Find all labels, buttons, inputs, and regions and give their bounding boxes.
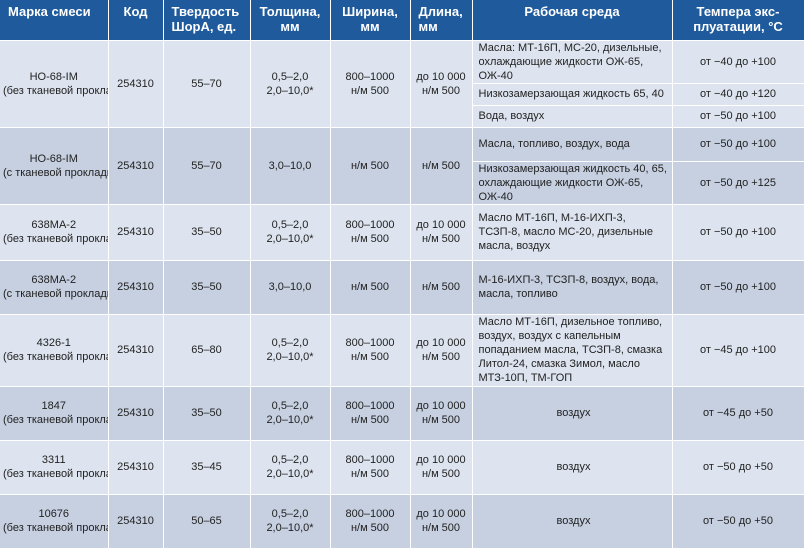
cell-medium: Низкозамерзающая жидкость 65, 40 bbox=[472, 83, 673, 106]
cell-width: н/м 500 bbox=[330, 260, 411, 315]
table-row: 4326-1(без тканевой прокладки)25431065–8… bbox=[0, 314, 804, 387]
cell-medium: Масло МТ-16П, дизельное топливо, воздух,… bbox=[472, 314, 673, 387]
cell-code: 254310 bbox=[108, 386, 164, 441]
cell-thickness: 0,5–2,0 2,0–10,0* bbox=[250, 314, 331, 387]
cell-temp: от −50 до +100 bbox=[672, 127, 804, 162]
cell-medium: Вода, воздух bbox=[472, 105, 673, 128]
cell-temp: от −50 до +100 bbox=[672, 105, 804, 128]
cell-grade: 1847(без тканевой прокладки) bbox=[0, 386, 109, 441]
cell-medium: воздух bbox=[472, 440, 673, 495]
cell-medium: М-16-ИХП-3, ТСЗП-8, воздух, вода, масла,… bbox=[472, 260, 673, 315]
cell-code: 254310 bbox=[108, 40, 164, 128]
cell-medium: воздух bbox=[472, 386, 673, 441]
table-row: НО-68-IM(без тканевой прокладки)25431055… bbox=[0, 40, 804, 128]
table-row: 638МА-2(без тканевой прокладки)25431035–… bbox=[0, 204, 804, 261]
table-row: Вода, воздух от −50 до +100 bbox=[0, 105, 804, 128]
cell-grade: 10676(без тканевой прокладки) bbox=[0, 494, 109, 549]
cell-code: 254310 bbox=[108, 204, 164, 261]
header-width: Ширина, мм bbox=[330, 0, 411, 41]
header-length: Длина, мм bbox=[410, 0, 473, 41]
table-row: НО-68-IM(с тканевой прокладкой)25431055–… bbox=[0, 127, 804, 205]
cell-code: 254310 bbox=[108, 494, 164, 549]
cell-code: 254310 bbox=[108, 127, 164, 205]
table-body: НО-68-IM(без тканевой прокладки)25431055… bbox=[0, 40, 804, 549]
cell-length: н/м 500 bbox=[410, 260, 473, 315]
cell-code: 254310 bbox=[108, 314, 164, 387]
cell-temp: от −50 до +100 bbox=[672, 260, 804, 315]
cell-thickness: 0,5–2,0 2,0–10,0* bbox=[250, 386, 331, 441]
cell-temp: от −40 до +120 bbox=[672, 83, 804, 106]
table-row: Низкозамерзающая жидкость 40, 65, охлажд… bbox=[0, 161, 804, 205]
cell-length: до 10 000 н/м 500 bbox=[410, 204, 473, 261]
header-row: Марка смеси Код Твердость ШорА, ед. Толщ… bbox=[0, 0, 804, 41]
cell-length: н/м 500 bbox=[410, 127, 473, 205]
header-grade: Марка смеси bbox=[0, 0, 109, 41]
table-row: 10676(без тканевой прокладки)25431050–65… bbox=[0, 494, 804, 549]
header-thickness: Толщина, мм bbox=[250, 0, 331, 41]
cell-width: 800–1000 н/м 500 bbox=[330, 494, 411, 549]
cell-grade: НО-68-IM(без тканевой прокладки) bbox=[0, 40, 109, 128]
cell-medium: Низкозамерзающая жидкость 40, 65, охлажд… bbox=[472, 161, 673, 205]
cell-temp: от −50 до +50 bbox=[672, 494, 804, 549]
cell-temp: от −50 до +125 bbox=[672, 161, 804, 205]
table-row: 3311(без тканевой прокладки)25431035–450… bbox=[0, 440, 804, 495]
header-medium: Рабочая среда bbox=[472, 0, 673, 41]
table-row: 638МА-2(с тканевой прокладкой)25431035–5… bbox=[0, 260, 804, 315]
cell-width: 800–1000 н/м 500 bbox=[330, 440, 411, 495]
cell-hardness: 35–45 bbox=[163, 440, 251, 495]
cell-grade: НО-68-IM(с тканевой прокладкой) bbox=[0, 127, 109, 205]
cell-hardness: 55–70 bbox=[163, 127, 251, 205]
cell-temp: от −40 до +100 bbox=[672, 40, 804, 84]
cell-medium: Масла: МТ-16П, МС-20, дизельные, охлажда… bbox=[472, 40, 673, 84]
cell-grade: 638МА-2(с тканевой прокладкой) bbox=[0, 260, 109, 315]
cell-length: до 10 000 н/м 500 bbox=[410, 386, 473, 441]
cell-code: 254310 bbox=[108, 260, 164, 315]
cell-length: до 10 000 н/м 500 bbox=[410, 40, 473, 128]
cell-width: 800–1000 н/м 500 bbox=[330, 386, 411, 441]
cell-hardness: 35–50 bbox=[163, 386, 251, 441]
cell-temp: от −50 до +100 bbox=[672, 204, 804, 261]
table-row: 1847(без тканевой прокладки)25431035–500… bbox=[0, 386, 804, 441]
cell-medium: Масла, топливо, воздух, вода bbox=[472, 127, 673, 162]
cell-length: до 10 000 н/м 500 bbox=[410, 440, 473, 495]
cell-grade: 3311(без тканевой прокладки) bbox=[0, 440, 109, 495]
cell-length: до 10 000 н/м 500 bbox=[410, 494, 473, 549]
cell-thickness: 0,5–2,0 2,0–10,0* bbox=[250, 40, 331, 128]
cell-thickness: 0,5–2,0 2,0–10,0* bbox=[250, 440, 331, 495]
cell-temp: от −45 до +100 bbox=[672, 314, 804, 387]
table-row: Низкозамерзающая жидкость 65, 40 от −40 д… bbox=[0, 83, 804, 106]
cell-code: 254310 bbox=[108, 440, 164, 495]
cell-medium: Масло МТ-16П, М-16-ИХП-3, ТСЗП-8, масло … bbox=[472, 204, 673, 261]
header-hardness: Твердость ШорА, ед. bbox=[163, 0, 251, 41]
cell-thickness: 0,5–2,0 2,0–10,0* bbox=[250, 204, 331, 261]
cell-width: 800–1000 н/м 500 bbox=[330, 204, 411, 261]
cell-thickness: 3,0–10,0 bbox=[250, 127, 331, 205]
header-temp: Темпера экс-плуатации, °С bbox=[672, 0, 804, 41]
cell-hardness: 65–80 bbox=[163, 314, 251, 387]
cell-thickness: 3,0–10,0 bbox=[250, 260, 331, 315]
cell-thickness: 0,5–2,0 2,0–10,0* bbox=[250, 494, 331, 549]
cell-grade: 4326-1(без тканевой прокладки) bbox=[0, 314, 109, 387]
cell-hardness: 35–50 bbox=[163, 260, 251, 315]
header-code: Код bbox=[108, 0, 164, 41]
cell-width: н/м 500 bbox=[330, 127, 411, 205]
cell-hardness: 50–65 bbox=[163, 494, 251, 549]
cell-length: до 10 000 н/м 500 bbox=[410, 314, 473, 387]
cell-hardness: 55–70 bbox=[163, 40, 251, 128]
cell-temp: от −50 до +50 bbox=[672, 440, 804, 495]
cell-medium: воздух bbox=[472, 494, 673, 549]
cell-hardness: 35–50 bbox=[163, 204, 251, 261]
cell-grade: 638МА-2(без тканевой прокладки) bbox=[0, 204, 109, 261]
cell-width: 800–1000 н/м 500 bbox=[330, 314, 411, 387]
cell-temp: от −45 до +50 bbox=[672, 386, 804, 441]
cell-width: 800–1000 н/м 500 bbox=[330, 40, 411, 128]
